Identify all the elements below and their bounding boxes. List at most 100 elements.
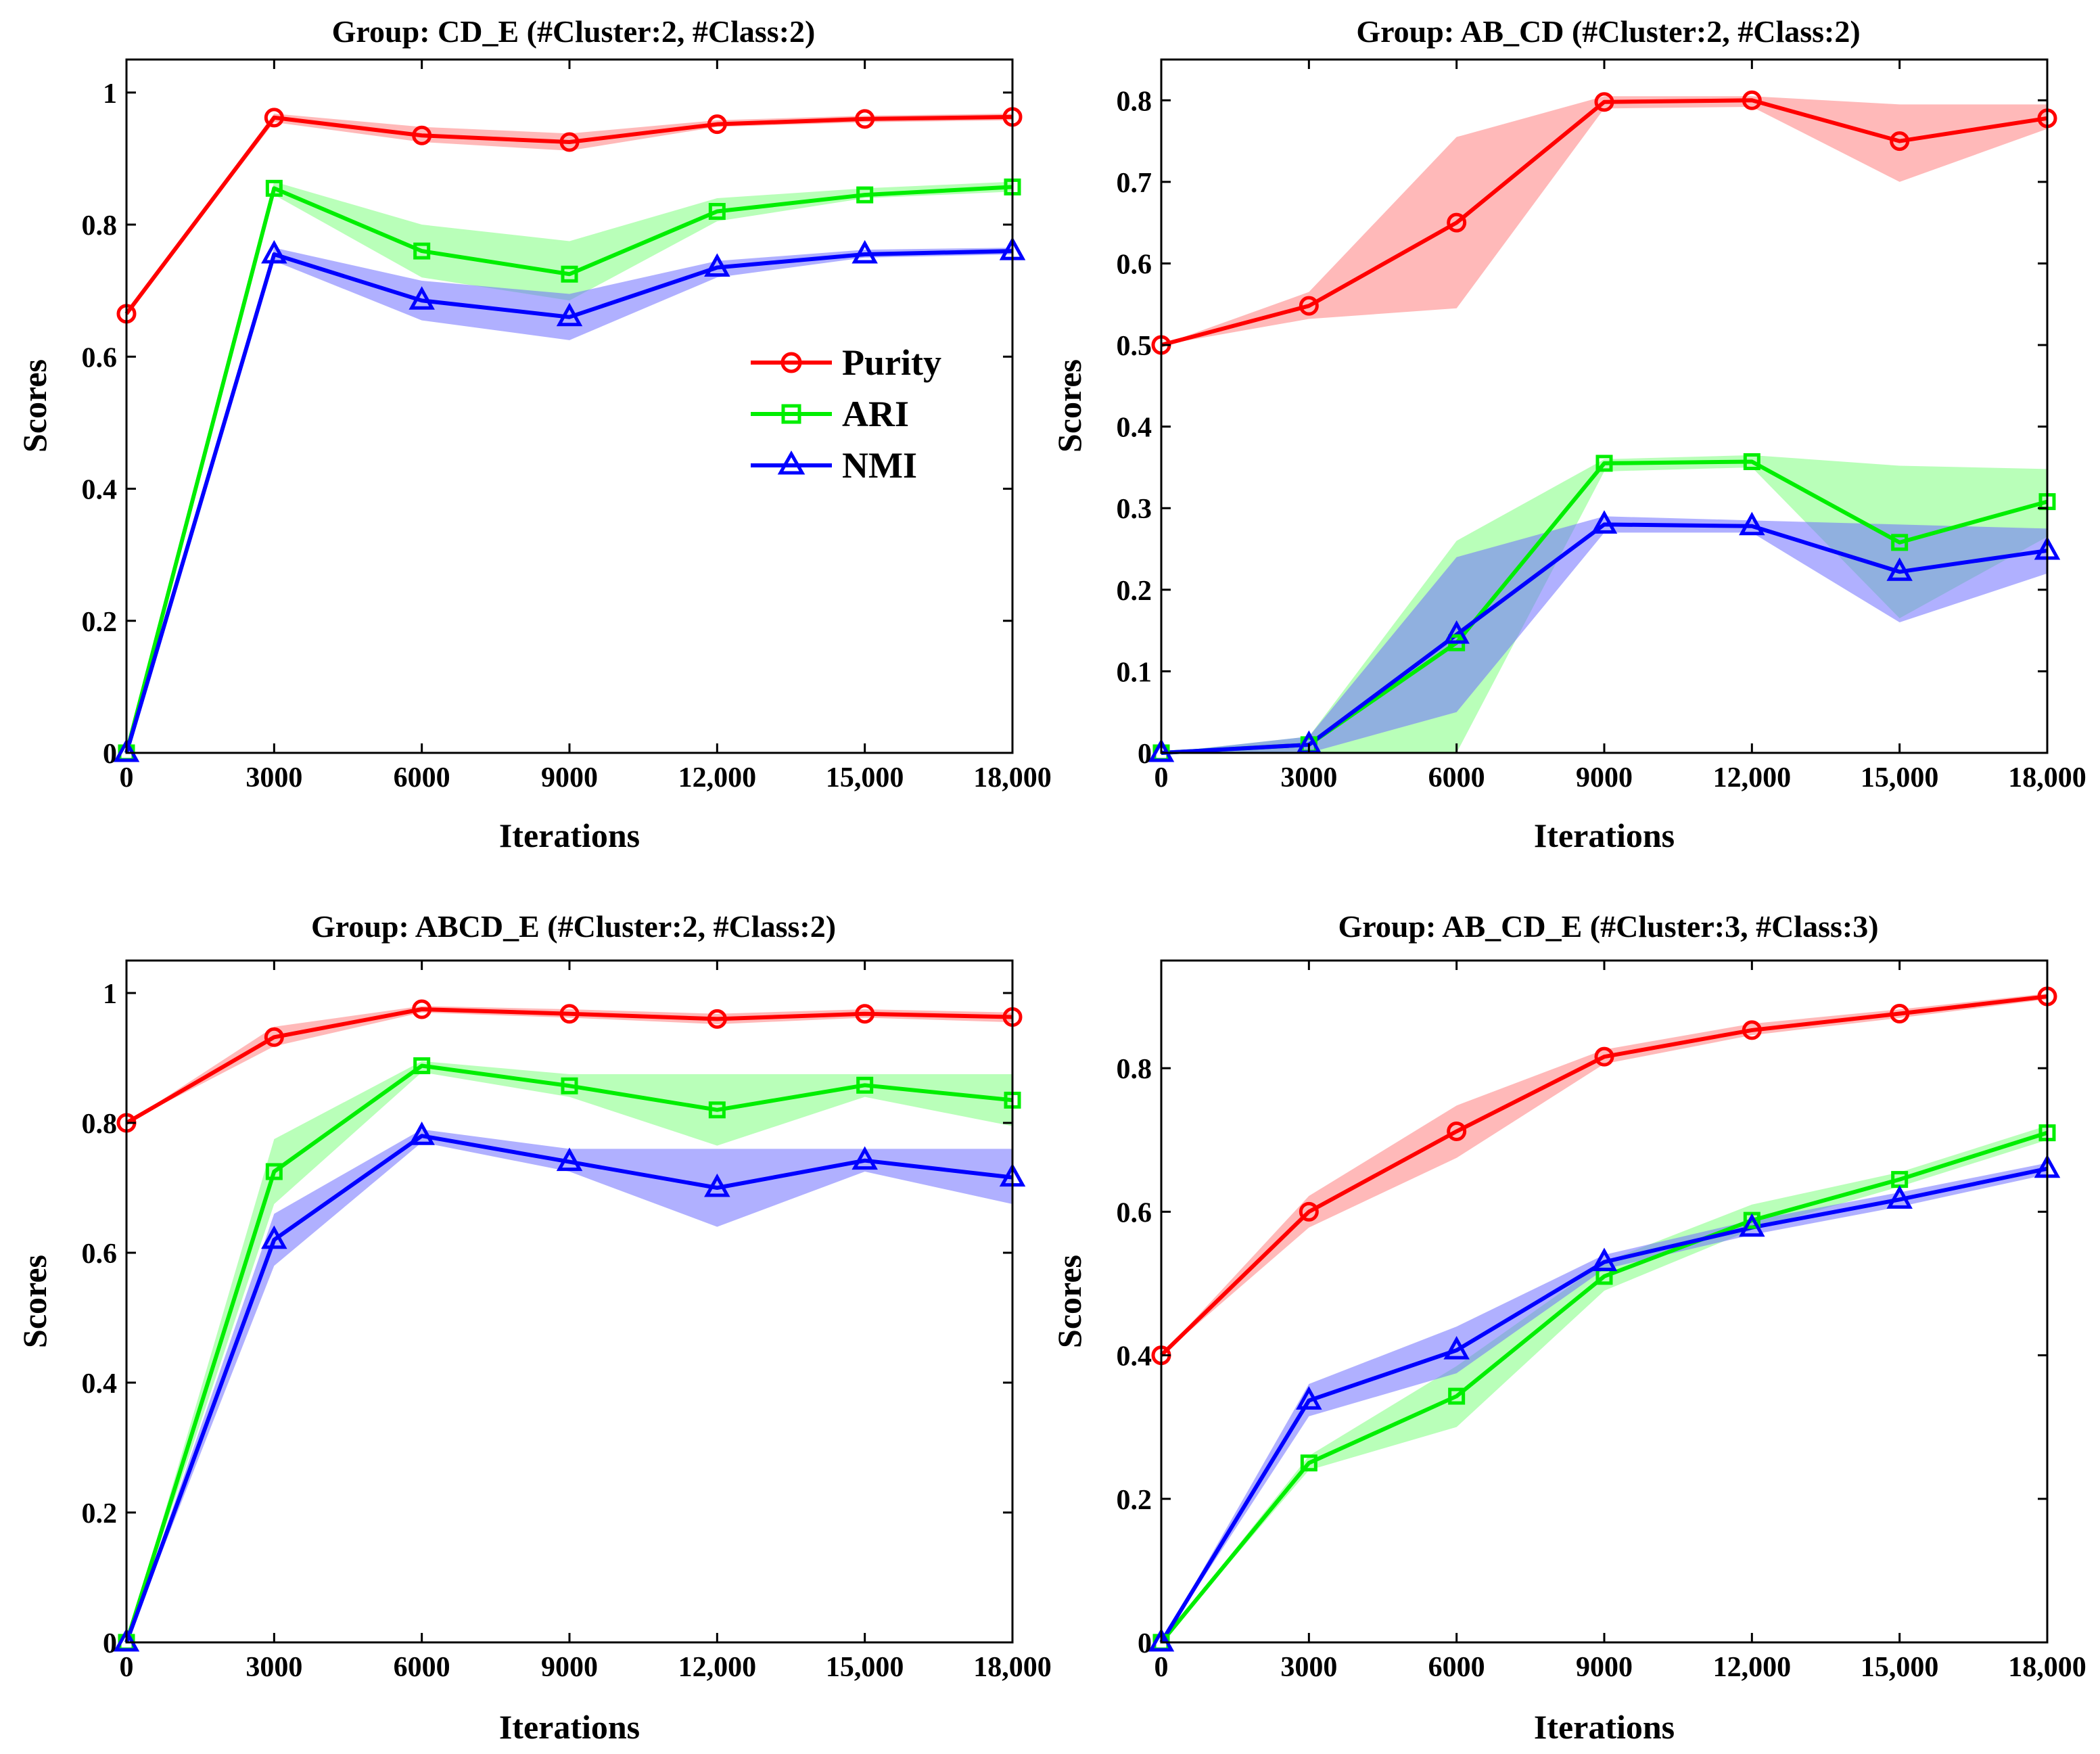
legend-purity-marker [780,352,802,373]
nmi-band [1161,516,2047,753]
y-tick-label: 0.8 [1117,1054,1152,1085]
legend-purity-label: Purity [842,342,941,383]
y-tick-label: 0.6 [82,342,118,373]
panel-title: Group: ABCD_E (#Cluster:2, #Class:2) [311,909,836,944]
x-tick-label: 0 [120,1652,134,1683]
purity-point [1890,1004,1910,1024]
ari-point [561,1077,578,1094]
y-tick-label: 0.6 [1117,1197,1152,1228]
purity-band [126,1006,1012,1123]
y-tick-label: 0.7 [1117,168,1152,199]
ari-point [265,1163,283,1180]
y-tick-label: 0.8 [1117,86,1152,117]
ari-point [413,242,431,260]
nmi-point [113,1628,140,1652]
purity-point [707,114,727,135]
ari-line [1159,1130,2048,1644]
x-tick-label: 6000 [394,762,450,793]
ari-point [708,1101,726,1119]
legend: Purity ARI NMI [751,342,941,486]
x-tick-label: 18,000 [2008,1652,2086,1683]
x-tick-label: 9000 [1576,762,1633,793]
purity-band [1161,96,2047,346]
x-tick-label: 3000 [246,762,302,793]
nmi-point [704,1173,730,1197]
nmi-point [851,239,878,264]
purity-line [1161,98,2048,347]
purity-point [1890,131,1910,152]
y-tick-label: 0.6 [1117,249,1152,280]
y-tick-label: 0.4 [1117,1341,1152,1372]
purity-point [1742,1020,1762,1040]
x-tick-label: 3000 [1280,762,1337,793]
nmi-point [261,1225,287,1249]
legend-nmi-marker [777,450,806,475]
ari-point [413,1057,431,1075]
y-tick-label: 0.2 [82,1498,118,1529]
y-axis-label: Scores [16,1255,53,1348]
nmi-point [1148,1628,1175,1652]
purity-point [1594,1046,1614,1067]
purity-point [559,132,580,152]
y-tick-label: 1 [103,78,117,110]
purity-point [1299,1201,1319,1222]
nmi-line [124,249,1013,754]
ari-point [856,186,874,204]
purity-point [855,1004,875,1024]
ari-point [1743,453,1760,470]
purity-point [855,109,875,129]
x-tick-label: 15,000 [1861,1652,1939,1683]
x-tick-label: 9000 [1576,1652,1633,1683]
x-tick-label: 6000 [394,1652,450,1683]
y-tick-label: 0 [103,739,117,770]
y-tick-label: 0.8 [82,210,118,241]
ari-point [265,179,283,197]
nmi-point [1739,511,1765,536]
y-tick-label: 0.2 [1117,1485,1152,1516]
x-tick-label: 12,000 [1713,1652,1792,1683]
nmi-band [126,1129,1012,1642]
y-axis-label: Scores [1050,1255,1088,1348]
nmi-point [1443,1336,1470,1360]
legend-nmi-label: NMI [842,445,917,486]
y-tick-label: 0.4 [1117,413,1152,444]
x-tick-label: 12,000 [678,1652,757,1683]
nmi-point [1886,1185,1913,1209]
panel-ab-cd-e: Group: AB_CD_E (#Cluster:3, #Class:3) 0 3… [1050,909,2086,1746]
y-axis-label: Scores [16,359,53,453]
ari-point [1891,534,1909,551]
nmi-band [1161,1163,2047,1642]
y-tick-label: 0.8 [82,1109,118,1140]
y-tick-label: 0 [1138,1628,1152,1659]
y-tick-label: 0.5 [1117,331,1152,362]
purity-point [1742,90,1762,110]
ari-line [124,1063,1013,1643]
nmi-point [851,1146,878,1170]
x-axis-label: Iterations [1534,816,1675,854]
y-tick-label: 0.4 [82,1368,118,1400]
y-tick-label: 0.2 [82,607,118,638]
purity-point [264,1027,284,1047]
x-tick-label: 18,000 [2008,762,2086,793]
y-tick-label: 0.2 [1117,576,1152,607]
purity-point [559,1004,580,1024]
nmi-point [113,738,140,762]
ari-point [1300,1454,1317,1472]
x-tick-label: 18,000 [973,1652,1052,1683]
y-tick-label: 0.4 [82,475,118,506]
ari-line [124,185,1013,754]
x-tick-label: 12,000 [678,762,757,793]
x-tick-label: 3000 [246,1652,302,1683]
x-tick-label: 9000 [541,762,598,793]
nmi-point [556,302,583,327]
panel-ab-cd: Group: AB_CD (#Cluster:2, #Class:2) 0 300… [1050,14,2086,854]
nmi-point [1591,1247,1618,1272]
nmi-point [409,286,435,310]
nmi-point [1739,1213,1765,1237]
purity-point [707,1009,727,1029]
ari-point [561,265,578,283]
panel-title: Group: AB_CD_E (#Cluster:3, #Class:3) [1338,909,1878,944]
purity-point [1299,296,1319,316]
purity-line [1159,994,2048,1357]
